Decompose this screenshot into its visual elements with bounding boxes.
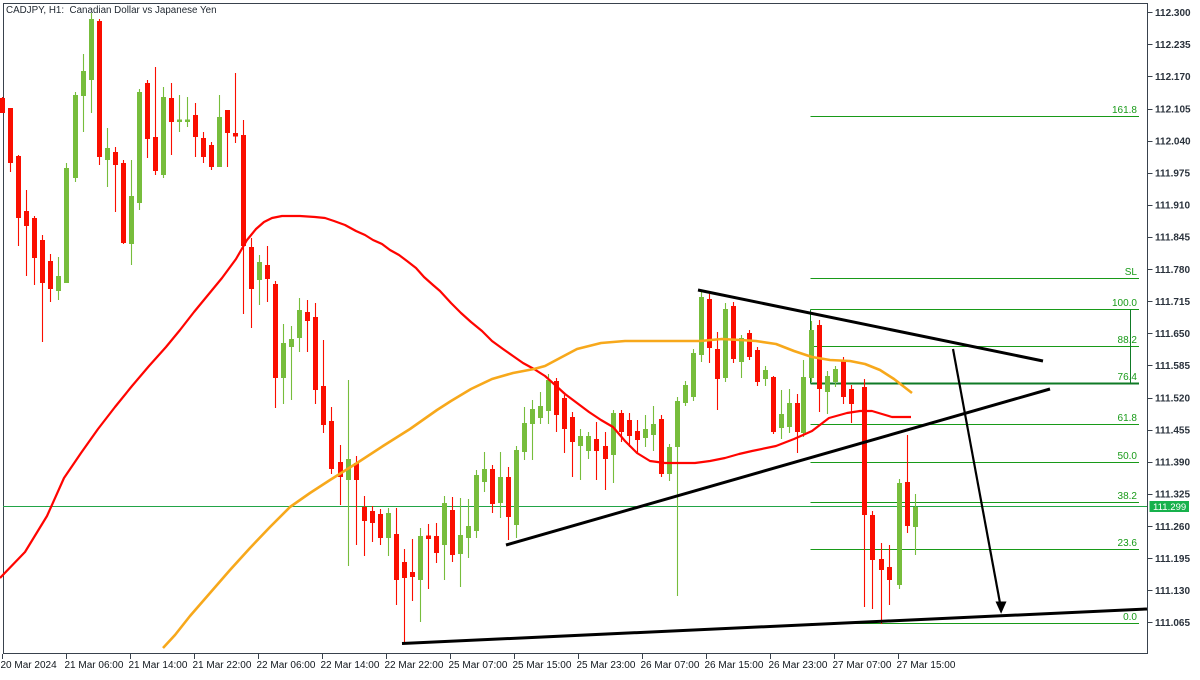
svg-text:112.170: 112.170 bbox=[1155, 72, 1191, 83]
svg-text:38.2: 38.2 bbox=[1118, 491, 1138, 502]
svg-text:111.260: 111.260 bbox=[1155, 522, 1190, 533]
svg-text:112.300: 112.300 bbox=[1155, 8, 1191, 19]
svg-text:27 Mar 07:00: 27 Mar 07:00 bbox=[833, 660, 892, 671]
svg-text:112.105: 112.105 bbox=[1155, 104, 1191, 115]
svg-text:23.6: 23.6 bbox=[1118, 538, 1138, 549]
svg-text:25 Mar 07:00: 25 Mar 07:00 bbox=[449, 660, 508, 671]
svg-text:0.0: 0.0 bbox=[1123, 612, 1137, 623]
svg-text:111.780: 111.780 bbox=[1155, 265, 1190, 276]
svg-text:27 Mar 15:00: 27 Mar 15:00 bbox=[897, 660, 956, 671]
svg-text:26 Mar 15:00: 26 Mar 15:00 bbox=[705, 660, 764, 671]
svg-text:100.0: 100.0 bbox=[1112, 298, 1137, 309]
svg-text:111.325: 111.325 bbox=[1155, 490, 1190, 501]
svg-text:111.195: 111.195 bbox=[1155, 554, 1190, 565]
svg-text:21 Mar 14:00: 21 Mar 14:00 bbox=[129, 660, 188, 671]
svg-text:111.520: 111.520 bbox=[1155, 393, 1190, 404]
svg-text:20 Mar 2024: 20 Mar 2024 bbox=[1, 660, 58, 671]
svg-text:111.650: 111.650 bbox=[1155, 329, 1190, 340]
svg-text:111.390: 111.390 bbox=[1155, 458, 1190, 469]
svg-text:111.975: 111.975 bbox=[1155, 169, 1190, 180]
svg-text:25 Mar 15:00: 25 Mar 15:00 bbox=[513, 660, 572, 671]
svg-text:88.2: 88.2 bbox=[1118, 335, 1138, 346]
svg-text:21 Mar 06:00: 21 Mar 06:00 bbox=[65, 660, 124, 671]
svg-text:25 Mar 23:00: 25 Mar 23:00 bbox=[577, 660, 636, 671]
svg-text:111.585: 111.585 bbox=[1155, 361, 1190, 372]
svg-text:22 Mar 14:00: 22 Mar 14:00 bbox=[321, 660, 380, 671]
svg-text:111.910: 111.910 bbox=[1155, 201, 1190, 212]
svg-text:76.4: 76.4 bbox=[1118, 372, 1138, 383]
svg-text:61.8: 61.8 bbox=[1118, 413, 1138, 424]
svg-text:50.0: 50.0 bbox=[1118, 451, 1138, 462]
svg-text:22 Mar 06:00: 22 Mar 06:00 bbox=[257, 660, 316, 671]
svg-text:111.130: 111.130 bbox=[1155, 586, 1190, 597]
svg-text:21 Mar 22:00: 21 Mar 22:00 bbox=[193, 660, 252, 671]
svg-text:26 Mar 07:00: 26 Mar 07:00 bbox=[641, 660, 700, 671]
svg-text:111.299: 111.299 bbox=[1153, 502, 1186, 513]
svg-text:111.065: 111.065 bbox=[1155, 618, 1190, 629]
svg-text:111.455: 111.455 bbox=[1155, 425, 1190, 436]
svg-text:112.040: 112.040 bbox=[1155, 136, 1191, 147]
svg-text:112.235: 112.235 bbox=[1155, 40, 1191, 51]
svg-text:26 Mar 23:00: 26 Mar 23:00 bbox=[769, 660, 828, 671]
svg-text:111.845: 111.845 bbox=[1155, 233, 1190, 244]
svg-text:22 Mar 22:00: 22 Mar 22:00 bbox=[385, 660, 444, 671]
svg-text:CADJPY, H1: Canadian Dollar v: CADJPY, H1: Canadian Dollar vs Japanese … bbox=[6, 5, 217, 16]
svg-text:111.715: 111.715 bbox=[1155, 297, 1190, 308]
svg-text:161.8: 161.8 bbox=[1112, 105, 1137, 116]
svg-text:SL: SL bbox=[1125, 267, 1138, 278]
